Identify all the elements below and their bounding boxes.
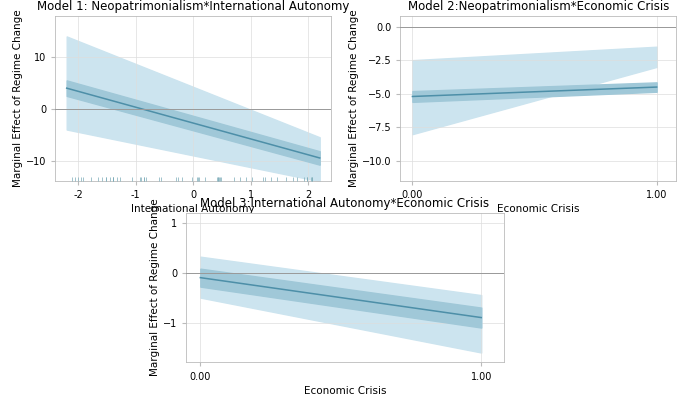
Y-axis label: Marginal Effect of Regime Change: Marginal Effect of Regime Change [150, 199, 160, 376]
X-axis label: Economic Crisis: Economic Crisis [304, 386, 386, 394]
X-axis label: International Autonomy: International Autonomy [131, 204, 255, 214]
X-axis label: Economic Crisis: Economic Crisis [497, 204, 580, 214]
Y-axis label: Marginal Effect of Regime Change: Marginal Effect of Regime Change [349, 10, 359, 187]
Title: Model 3:International Autonomy*Economic Crisis: Model 3:International Autonomy*Economic … [200, 197, 490, 210]
Y-axis label: Marginal Effect of Regime Change: Marginal Effect of Regime Change [13, 10, 23, 187]
Title: Model 2:Neopatrimonialism*Economic Crisis: Model 2:Neopatrimonialism*Economic Crisi… [408, 0, 669, 13]
Title: Model 1: Neopatrimonialism*International Autonomy: Model 1: Neopatrimonialism*International… [37, 0, 349, 13]
